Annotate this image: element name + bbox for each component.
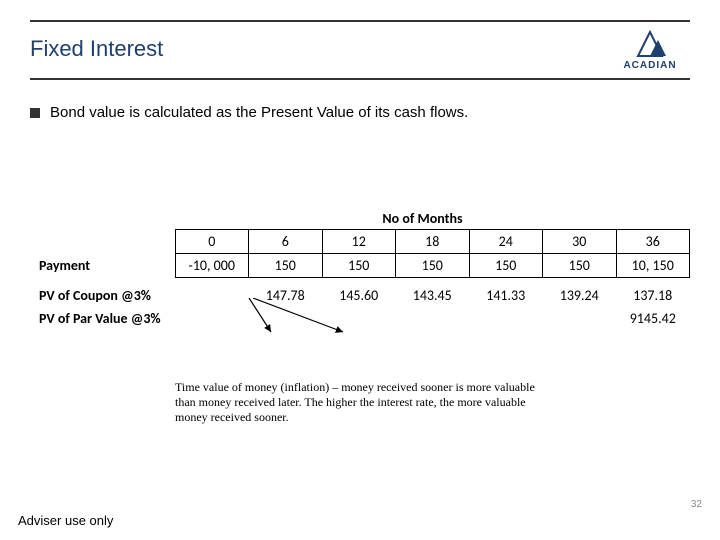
brand-logo: ACADIAN (610, 28, 690, 71)
cell: 150 (396, 254, 470, 278)
col-header: 18 (396, 230, 470, 254)
header-rule (30, 20, 690, 22)
square-bullet-icon (30, 108, 40, 118)
cell: 10, 150 (616, 254, 690, 278)
footnote-text: Time value of money (inflation) – money … (175, 380, 555, 425)
col-header: 24 (469, 230, 543, 254)
col-header: 36 (616, 230, 690, 254)
cell: 150 (543, 254, 617, 278)
cell: 150 (469, 254, 543, 278)
header-row: 0 6 12 18 24 30 36 (35, 230, 690, 254)
cell: -10, 000 (175, 254, 249, 278)
row-label: Payment (35, 254, 175, 278)
col-header: 6 (249, 230, 323, 254)
cell: 150 (322, 254, 396, 278)
logo-mark-icon (628, 28, 672, 58)
slide-number: 32 (691, 499, 702, 510)
sub-rule (30, 78, 690, 80)
footer-text: Adviser use only (18, 513, 113, 528)
logo-text: ACADIAN (610, 60, 690, 71)
col-header: 12 (322, 230, 396, 254)
bullet-text: Bond value is calculated as the Present … (50, 104, 468, 121)
col-header: 30 (543, 230, 617, 254)
arrow-annotations-icon (35, 298, 690, 338)
cell: 150 (249, 254, 323, 278)
slide-title: Fixed Interest (30, 36, 163, 62)
bullet-item: Bond value is calculated as the Present … (30, 104, 468, 121)
col-header: 0 (175, 230, 249, 254)
payment-row: Payment -10, 000 150 150 150 150 150 10,… (35, 254, 690, 278)
months-header: No of Months (35, 210, 690, 227)
